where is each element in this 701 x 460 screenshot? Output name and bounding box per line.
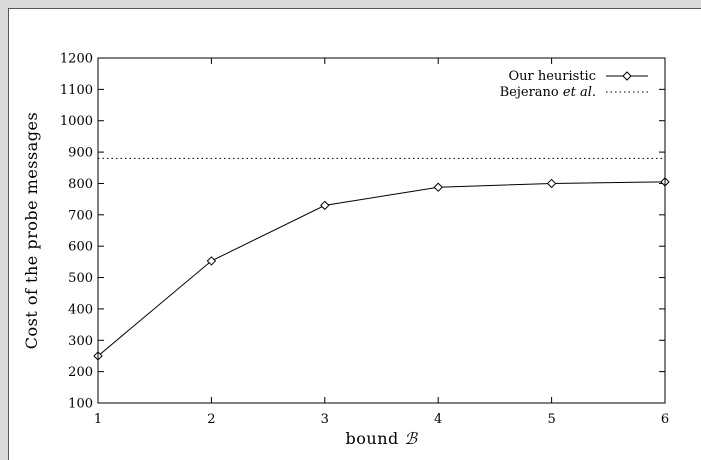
x-tick-label: 6 (661, 412, 669, 427)
y-tick-label: 500 (68, 271, 93, 286)
x-tick-label: 5 (547, 412, 555, 427)
legend-label-bejerano-name: Bejerano (500, 85, 563, 100)
data-point-diamond (206, 256, 217, 266)
legend-label-our-heuristic: Our heuristic (508, 69, 596, 84)
y-tick-label: 900 (68, 146, 93, 161)
x-axis-label-symbol: ℬ (404, 429, 418, 448)
series-line-our-heuristic (97, 181, 666, 357)
y-tick-label: 300 (68, 334, 93, 349)
x-tick-label: 1 (94, 412, 102, 427)
y-tick-label: 1000 (60, 114, 93, 129)
data-point-diamond (546, 178, 557, 189)
x-tick-label: 2 (207, 412, 215, 427)
x-axis-label: bound ℬ (346, 429, 419, 448)
plot-area (97, 57, 666, 404)
y-tick-label: 800 (68, 177, 93, 192)
y-tick-label: 400 (68, 302, 93, 317)
y-tick-label: 600 (68, 240, 93, 255)
data-point-diamond (320, 200, 330, 211)
figure-frame (8, 8, 701, 460)
y-tick-label: 700 (68, 208, 93, 223)
legend: Our heuristic Bejerano et al. (500, 69, 648, 100)
x-tick-label: 4 (434, 412, 442, 427)
legend-marker-diamond (622, 71, 632, 81)
x-tick-label: 3 (321, 412, 329, 427)
y-tick-label: 100 (68, 397, 93, 412)
ticks-layer: 100 200 300 400 500 600 700 800 900 1000 1100 1200 1… (60, 52, 669, 428)
series-layer (93, 157, 670, 361)
legend-label-bejerano: Bejerano et al. (500, 85, 596, 100)
y-axis-label: Cost of the probe messages (22, 112, 41, 349)
y-tick-label: 200 (68, 365, 93, 380)
legend-label-bejerano-etal: et al. (563, 85, 596, 100)
data-point-diamond (433, 182, 443, 192)
y-tick-label: 1100 (60, 83, 93, 98)
x-axis-label-text: bound (346, 429, 405, 448)
y-tick-label: 1200 (60, 52, 93, 67)
